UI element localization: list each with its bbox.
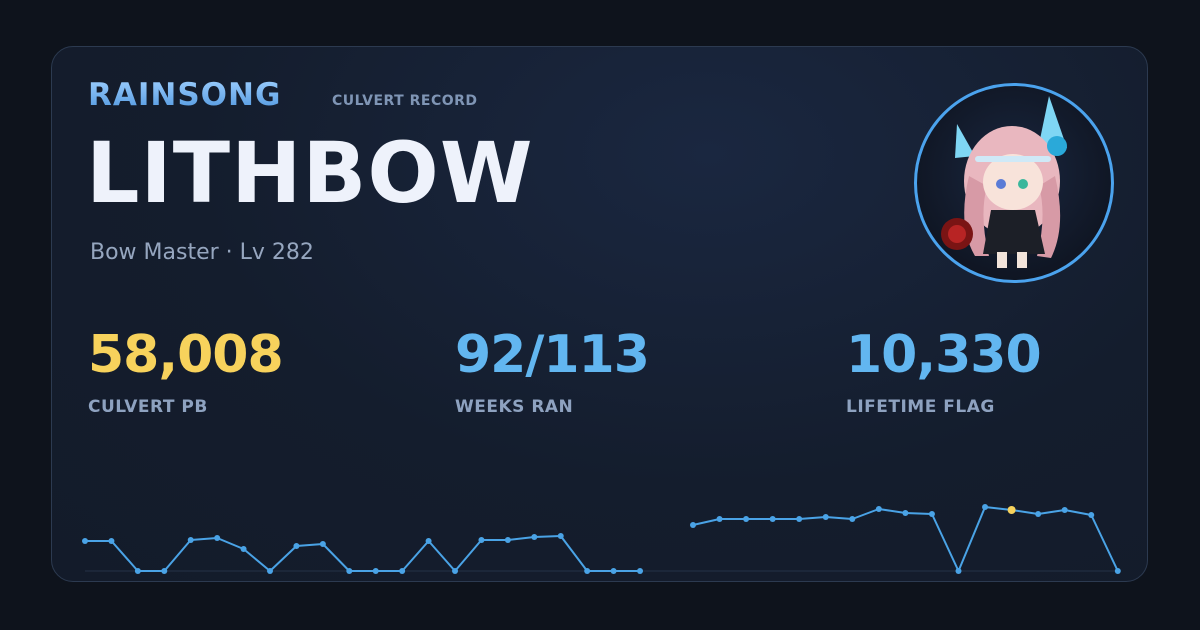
chart-point [425,538,432,544]
chart-point [822,514,829,520]
chart-series-line [85,535,641,572]
stat-weeks-ran: 92/113 WEEKS RAN [455,325,650,417]
chart-point [293,543,300,549]
chart-point [531,534,538,540]
chart-point [478,537,485,543]
stat-lifetime-flag: 10,330 LIFETIME FLAG [846,325,1042,417]
chart-point [928,511,935,517]
chart-point [108,538,115,544]
chart-point [1035,511,1042,517]
chart-point [875,506,882,512]
chart-point [1061,507,1068,513]
chart-point [849,516,856,522]
lifetime-flag-label: LIFETIME FLAG [846,397,995,417]
chart-point [399,568,406,574]
chart-point [982,504,989,510]
chart-point [955,568,962,574]
chart-point [584,568,591,574]
lifetime-flag-value: 10,330 [846,325,1042,385]
chart-point [1088,512,1095,518]
character-class-level: Bow Master · Lv 282 [90,240,314,265]
avatar-sprite-icon [941,96,1067,268]
stat-culvert-pb: 58,008 CULVERT PB [88,325,284,417]
culvert-pb-label: CULVERT PB [88,397,208,417]
chart-point [372,568,379,574]
chart-point [82,538,88,544]
chart-point [346,568,353,574]
chart-point [452,568,459,574]
chart-point [267,568,274,574]
chart-point [240,546,247,552]
chart-point [637,568,644,574]
chart-point [557,533,564,539]
chart-point [161,568,168,574]
chart-point [716,516,723,522]
chart-point [214,535,221,541]
character-name: LITHBOW [86,124,534,222]
chart-series-line [692,506,1119,572]
chart-point [319,541,326,547]
culvert-pb-value: 58,008 [88,325,284,385]
chart-point [796,516,803,522]
chart-point [902,510,909,516]
character-avatar [914,83,1114,283]
chart-best-point [1007,506,1016,514]
chart-point [610,568,617,574]
weeks-ran-label: WEEKS RAN [455,397,574,417]
culvert-record-card: RAINSONG CULVERT RECORD LITHBOW Bow Mast… [51,46,1148,582]
record-type-label: CULVERT RECORD [332,93,478,109]
chart-point [769,516,776,522]
guild-name: RAINSONG [88,77,282,113]
chart-point [743,516,750,522]
weeks-ran-value: 92/113 [455,325,650,385]
chart-point [187,537,194,543]
chart-point [504,537,511,543]
chart-point [690,522,696,528]
chart-point [134,568,141,574]
chart-point [1114,568,1121,574]
